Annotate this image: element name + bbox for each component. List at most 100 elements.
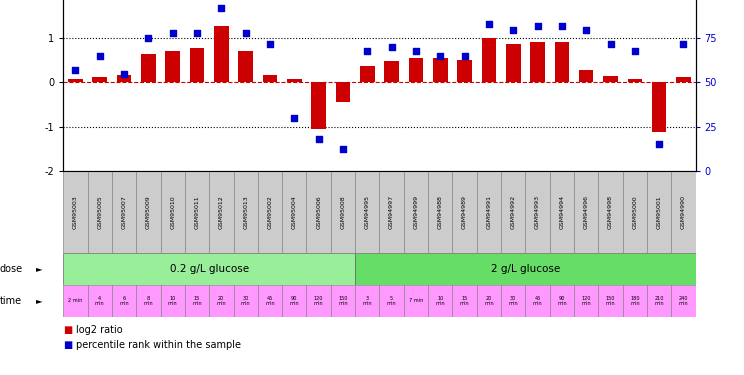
Bar — [530, 42, 545, 82]
Text: 2 min: 2 min — [68, 298, 83, 303]
Bar — [234, 285, 258, 317]
Text: GSM95006: GSM95006 — [316, 195, 321, 229]
Text: 120
min: 120 min — [581, 296, 591, 306]
Bar — [185, 171, 209, 253]
Text: 240
min: 240 min — [679, 296, 688, 306]
Point — [312, 136, 324, 142]
Text: GSM94998: GSM94998 — [608, 195, 613, 229]
Point — [69, 67, 81, 73]
Bar — [671, 285, 696, 317]
Bar — [238, 51, 253, 82]
Point — [118, 70, 130, 76]
Text: ■: ■ — [63, 340, 72, 350]
Bar — [282, 285, 307, 317]
Bar — [282, 171, 307, 253]
Bar — [525, 285, 550, 317]
Bar — [307, 285, 331, 317]
Text: dose: dose — [0, 264, 23, 274]
Bar — [311, 82, 326, 129]
Text: ►: ► — [36, 296, 42, 305]
Bar — [355, 253, 696, 285]
Text: 180
min: 180 min — [630, 296, 640, 306]
Text: 3
min: 3 min — [362, 296, 372, 306]
Text: 0.2 g/L glucose: 0.2 g/L glucose — [170, 264, 248, 274]
Point — [458, 53, 470, 59]
Point — [289, 115, 301, 121]
Bar — [379, 171, 404, 253]
Text: 8
min: 8 min — [144, 296, 153, 306]
Text: 15
min: 15 min — [460, 296, 469, 306]
Bar — [355, 285, 379, 317]
Bar — [477, 285, 501, 317]
Text: 15
min: 15 min — [192, 296, 202, 306]
Bar — [428, 285, 452, 317]
Text: 45
min: 45 min — [533, 296, 542, 306]
Point — [337, 147, 349, 153]
Bar — [331, 171, 355, 253]
Text: 10
min: 10 min — [435, 296, 445, 306]
Text: GSM95002: GSM95002 — [268, 195, 272, 229]
Text: GSM95009: GSM95009 — [146, 195, 151, 229]
Bar — [214, 26, 228, 82]
Bar — [209, 171, 234, 253]
Text: GSM94996: GSM94996 — [584, 195, 589, 229]
Text: 10
min: 10 min — [168, 296, 178, 306]
Bar — [136, 171, 161, 253]
Bar — [88, 285, 112, 317]
Text: GSM95007: GSM95007 — [121, 195, 126, 229]
Text: 6
min: 6 min — [119, 296, 129, 306]
Point — [434, 53, 446, 59]
Bar — [161, 285, 185, 317]
Text: log2 ratio: log2 ratio — [76, 325, 123, 335]
Bar — [506, 44, 521, 82]
Point — [605, 41, 617, 47]
Text: GSM94990: GSM94990 — [681, 195, 686, 229]
Bar — [574, 285, 598, 317]
Bar — [112, 285, 136, 317]
Text: 90
min: 90 min — [289, 296, 299, 306]
Bar — [574, 171, 598, 253]
Bar — [263, 75, 278, 82]
Bar — [501, 171, 525, 253]
Text: 30
min: 30 min — [241, 296, 251, 306]
Point — [629, 48, 641, 54]
Bar — [647, 285, 671, 317]
Text: ►: ► — [36, 265, 42, 274]
Bar — [525, 171, 550, 253]
Bar — [68, 79, 83, 82]
Bar — [185, 285, 209, 317]
Bar — [428, 171, 452, 253]
Point — [362, 48, 373, 54]
Point — [264, 41, 276, 47]
Bar — [136, 285, 161, 317]
Text: GSM95000: GSM95000 — [632, 195, 638, 229]
Bar — [647, 171, 671, 253]
Bar — [258, 285, 282, 317]
Text: 120
min: 120 min — [314, 296, 324, 306]
Point — [410, 48, 422, 54]
Bar — [452, 285, 477, 317]
Bar — [408, 58, 423, 82]
Text: 7 min: 7 min — [408, 298, 423, 303]
Text: percentile rank within the sample: percentile rank within the sample — [76, 340, 241, 350]
Point — [385, 44, 397, 50]
Bar — [627, 79, 642, 82]
Bar — [598, 171, 623, 253]
Text: 4
min: 4 min — [95, 296, 105, 306]
Bar — [385, 62, 399, 82]
Bar — [307, 171, 331, 253]
Bar — [141, 54, 155, 82]
Bar — [63, 285, 88, 317]
Bar — [117, 75, 132, 82]
Bar — [603, 76, 618, 82]
Point — [94, 53, 106, 59]
Bar — [550, 171, 574, 253]
Bar — [554, 42, 569, 82]
Bar — [458, 60, 472, 82]
Bar — [331, 285, 355, 317]
Text: GSM95008: GSM95008 — [341, 195, 345, 229]
Point — [216, 6, 228, 12]
Bar — [258, 171, 282, 253]
Text: GSM94997: GSM94997 — [389, 195, 394, 229]
Bar — [623, 171, 647, 253]
